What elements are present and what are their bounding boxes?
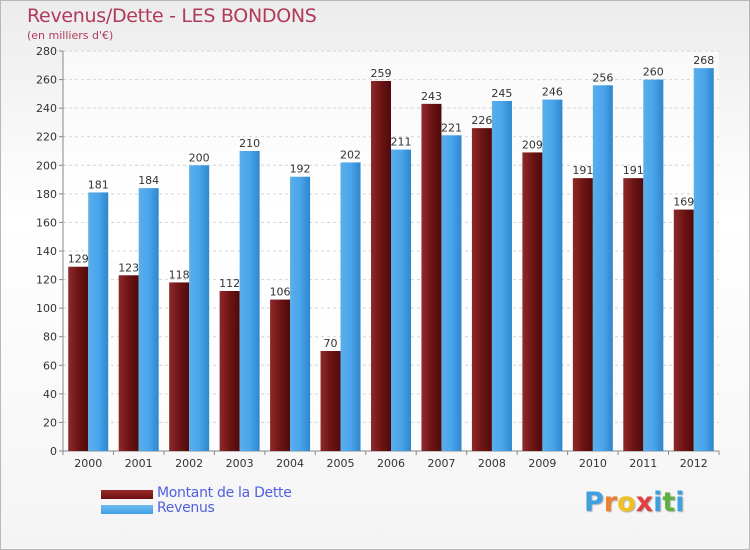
bar-dette xyxy=(68,266,89,451)
data-label-revenus: 210 xyxy=(239,137,260,150)
logo-letter: x xyxy=(635,487,654,518)
data-label-revenus: 260 xyxy=(643,66,664,79)
bar-dette xyxy=(623,178,644,451)
legend-label-revenus: Revenus xyxy=(157,500,215,516)
legend-label-dette: Montant de la Dette xyxy=(157,485,292,501)
bar-revenus xyxy=(643,79,664,452)
y-tick-label: 220 xyxy=(36,131,57,144)
bar-revenus xyxy=(189,165,210,452)
bar-dette xyxy=(471,128,492,451)
data-label-dette: 129 xyxy=(68,253,89,266)
bar-revenus xyxy=(542,99,563,452)
bar-revenus xyxy=(290,176,311,451)
logo-letter: o xyxy=(617,487,636,518)
data-label-dette: 259 xyxy=(371,67,392,80)
x-tick-label: 2007 xyxy=(427,457,455,470)
logo-letter: i xyxy=(653,487,663,518)
data-label-dette: 169 xyxy=(673,196,694,209)
bar-dette xyxy=(118,275,139,451)
data-label-revenus: 181 xyxy=(88,178,109,191)
bar-revenus xyxy=(441,135,462,452)
y-tick-label: 280 xyxy=(36,45,57,58)
x-tick-label: 2009 xyxy=(528,457,556,470)
bar-dette xyxy=(270,299,291,451)
data-label-revenus: 192 xyxy=(290,163,311,176)
y-tick-label: 80 xyxy=(43,331,57,344)
bar-dette xyxy=(219,291,240,451)
legend-swatch-dette xyxy=(101,490,153,499)
data-label-dette: 209 xyxy=(522,138,543,151)
bar-revenus xyxy=(138,188,159,451)
data-label-revenus: 256 xyxy=(592,71,613,84)
bar-dette xyxy=(421,103,442,451)
data-label-revenus: 246 xyxy=(542,86,563,99)
y-tick-label: 140 xyxy=(36,245,57,258)
data-label-dette: 118 xyxy=(169,268,190,281)
x-tick-label: 2011 xyxy=(629,457,657,470)
logo-letter: t xyxy=(662,487,676,518)
x-tick-label: 2003 xyxy=(226,457,254,470)
data-label-revenus: 245 xyxy=(491,87,512,100)
data-label-dette: 243 xyxy=(421,90,442,103)
bar-revenus xyxy=(693,68,714,452)
y-tick-label: 200 xyxy=(36,159,57,172)
bar-revenus xyxy=(88,192,109,451)
data-label-revenus: 211 xyxy=(391,136,412,149)
logo-letter: P xyxy=(584,487,604,518)
x-tick-label: 2004 xyxy=(276,457,304,470)
y-tick-label: 180 xyxy=(36,188,57,201)
chart-title: Revenus/Dette - LES BONDONS xyxy=(27,5,317,27)
y-tick-label: 240 xyxy=(36,102,57,115)
x-tick-label: 2000 xyxy=(74,457,102,470)
y-tick-label: 100 xyxy=(36,302,57,315)
legend-swatch-revenus xyxy=(101,505,153,514)
y-tick-label: 60 xyxy=(43,359,57,372)
x-tick-label: 2012 xyxy=(680,457,708,470)
y-tick-label: 260 xyxy=(36,74,57,87)
data-label-dette: 191 xyxy=(623,164,644,177)
data-label-dette: 70 xyxy=(324,337,338,350)
data-label-revenus: 200 xyxy=(189,151,210,164)
bar-revenus xyxy=(340,162,361,451)
bar-dette xyxy=(169,282,190,451)
bar-revenus xyxy=(491,101,512,451)
logo-letter: i xyxy=(675,487,685,518)
x-tick-label: 2010 xyxy=(579,457,607,470)
data-label-revenus: 184 xyxy=(138,174,159,187)
data-label-dette: 226 xyxy=(471,114,492,127)
data-label-revenus: 221 xyxy=(441,121,462,134)
data-label-dette: 106 xyxy=(270,286,291,299)
x-tick-label: 2005 xyxy=(327,457,355,470)
bar-dette xyxy=(522,152,543,451)
y-tick-label: 120 xyxy=(36,274,57,287)
bar-dette xyxy=(572,178,593,451)
y-tick-label: 160 xyxy=(36,216,57,229)
bar-dette xyxy=(320,351,341,451)
x-tick-label: 2001 xyxy=(125,457,153,470)
bar-revenus xyxy=(391,149,411,452)
bar-dette xyxy=(371,81,391,451)
y-tick-label: 40 xyxy=(43,388,57,401)
data-label-dette: 112 xyxy=(219,277,240,290)
y-tick-label: 20 xyxy=(43,416,57,429)
proxiti-logo: Proxiti xyxy=(584,487,685,518)
data-label-dette: 123 xyxy=(118,261,139,274)
y-tick-label: 0 xyxy=(50,445,57,458)
chart-subtitle: (en milliers d'€) xyxy=(27,29,114,42)
data-label-revenus: 268 xyxy=(693,54,714,67)
x-tick-label: 2006 xyxy=(377,457,405,470)
x-tick-label: 2008 xyxy=(478,457,506,470)
data-label-revenus: 202 xyxy=(340,148,361,161)
bar-revenus xyxy=(239,151,260,451)
data-label-dette: 191 xyxy=(572,164,593,177)
logo-letter: r xyxy=(603,487,618,518)
bar-dette xyxy=(673,209,694,451)
bar-revenus xyxy=(592,85,613,452)
x-tick-label: 2002 xyxy=(175,457,203,470)
